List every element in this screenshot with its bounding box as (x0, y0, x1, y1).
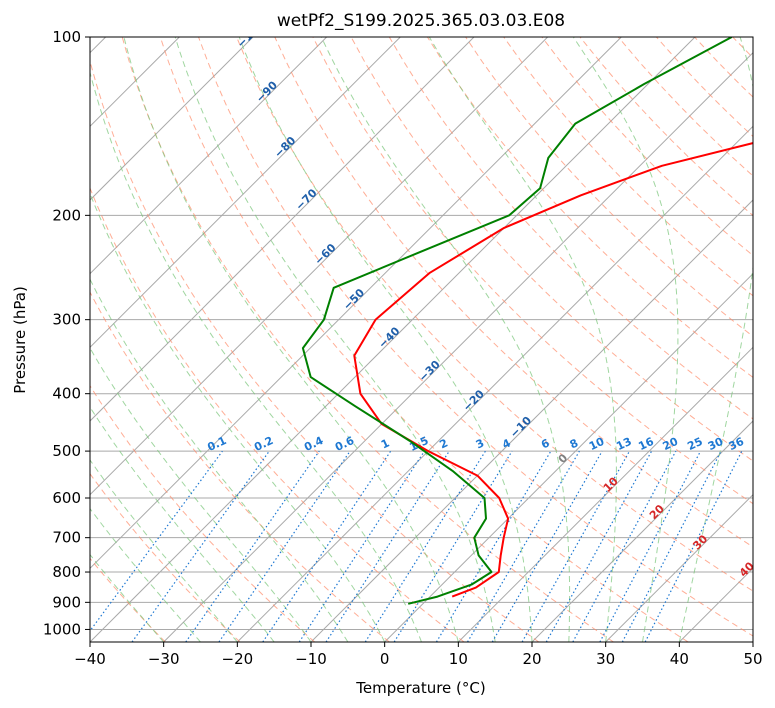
moist-adiabat-line (678, 37, 753, 642)
temperature-line (353, 142, 753, 598)
y-tick-label: 600 (52, 489, 81, 507)
isotherm-line (457, 346, 753, 642)
y-axis: 100 200 300 400 500 600 700 800 900 1000 (43, 28, 90, 638)
mixing-ratio-label: 30 (706, 435, 726, 453)
moist-adiabat-line (90, 192, 386, 642)
dry-adiabat-line (426, 37, 753, 378)
dry-adiabat-line (312, 37, 753, 505)
dry-adiabat-line (90, 472, 241, 642)
moist-adiabat-line (90, 70, 422, 642)
mixing-ratio-lines (90, 450, 743, 642)
dry-adiabat-line (274, 37, 753, 548)
plot-frame (89, 36, 754, 643)
x-tick-label: 0 (380, 650, 390, 668)
x-tick-label: 50 (743, 650, 762, 668)
dry-adiabat-line (236, 37, 753, 592)
isotherm-line (236, 125, 753, 642)
moist-adiabat-line (90, 347, 312, 642)
x-axis: −40 −30 −20 −10 0 10 20 30 40 50 (74, 642, 763, 668)
moist-adiabat-line (428, 37, 617, 642)
moist-adiabat-line (90, 278, 349, 642)
isotherm-line (90, 37, 549, 496)
chart-title: wetPf2_S199.2025.365.03.03.E08 (277, 11, 565, 31)
mixing-ratio-line (466, 450, 580, 642)
mixing-ratio-line (435, 450, 552, 642)
isotherm-line (90, 37, 622, 570)
dry-adiabat-line (90, 59, 540, 642)
mixing-ratio-line (545, 450, 653, 642)
mixing-ratio-line (218, 450, 351, 642)
y-tick-label: 700 (52, 529, 81, 547)
x-axis-label: Temperature (°C) (355, 679, 485, 697)
y-tick-label: 300 (52, 311, 81, 329)
dry-adiabat-line (90, 384, 316, 642)
x-tick-label: −30 (148, 650, 180, 668)
x-tick-label: 40 (670, 650, 689, 668)
dewpoint-line (301, 37, 733, 605)
isotherm-line (310, 199, 753, 642)
x-tick-label: 30 (596, 650, 615, 668)
y-tick-label: 100 (52, 28, 81, 46)
dry-adiabat-line (159, 37, 689, 642)
mixing-ratio-line (521, 450, 631, 642)
moist-adiabat-line (90, 406, 275, 642)
dry-adiabat-line (90, 186, 465, 642)
x-tick-label: 10 (449, 650, 468, 668)
dry-adiabat-line (465, 37, 753, 338)
sounding-traces (301, 37, 753, 605)
y-tick-label: 800 (52, 563, 81, 581)
dry-adiabat-line (198, 37, 753, 637)
mixing-ratio-line (364, 450, 486, 642)
isotherm-line (384, 272, 753, 642)
y-tick-label: 900 (52, 593, 81, 611)
moist-adiabat-line (572, 37, 679, 642)
isotherm-line (90, 37, 254, 201)
dry-adiabat-line (121, 37, 614, 642)
dry-adiabat-line (90, 291, 390, 642)
isotherm-line (605, 493, 753, 642)
mixing-ratio-line (393, 450, 513, 642)
dry-adiabat-line (350, 37, 753, 462)
moist-adiabat-line (174, 37, 496, 642)
mixing-ratio-label: 10 (587, 435, 607, 453)
isotherm-line (90, 37, 401, 349)
dry-adiabat-line (388, 37, 753, 420)
y-tick-label: 400 (52, 385, 81, 403)
y-tick-label: 500 (52, 442, 81, 460)
moist-adiabat-line (123, 37, 459, 642)
dry-adiabat-line (503, 37, 753, 297)
mixing-ratio-label: 13 (614, 435, 633, 453)
x-tick-label: −10 (295, 650, 327, 668)
mixing-ratio-line (185, 450, 320, 642)
dry-adiabats (90, 37, 753, 642)
x-tick-label: 20 (522, 650, 541, 668)
moist-adiabat-line (238, 37, 533, 642)
mixing-ratio-label: 20 (661, 435, 681, 453)
moist-adiabats (90, 37, 753, 642)
isotherm-line (90, 37, 475, 422)
mixing-ratio-label: 36 (727, 435, 747, 453)
moist-adiabat-line (90, 459, 238, 642)
mixing-ratio-label: 25 (685, 435, 704, 453)
y-tick-label: 200 (52, 206, 81, 224)
isotherm-line (90, 37, 328, 275)
mixing-ratio-line (325, 450, 450, 642)
x-tick-label: −40 (74, 650, 106, 668)
y-axis-label: Pressure (hPa) (11, 286, 29, 394)
isotherm-line (531, 420, 753, 642)
mixing-ratio-line (491, 450, 603, 642)
isotherm-line (163, 51, 753, 642)
mixing-ratio-label: 16 (636, 435, 656, 453)
y-tick-label: 1000 (43, 620, 81, 638)
x-tick-label: −20 (222, 650, 254, 668)
mixing-ratio-line (572, 450, 677, 642)
